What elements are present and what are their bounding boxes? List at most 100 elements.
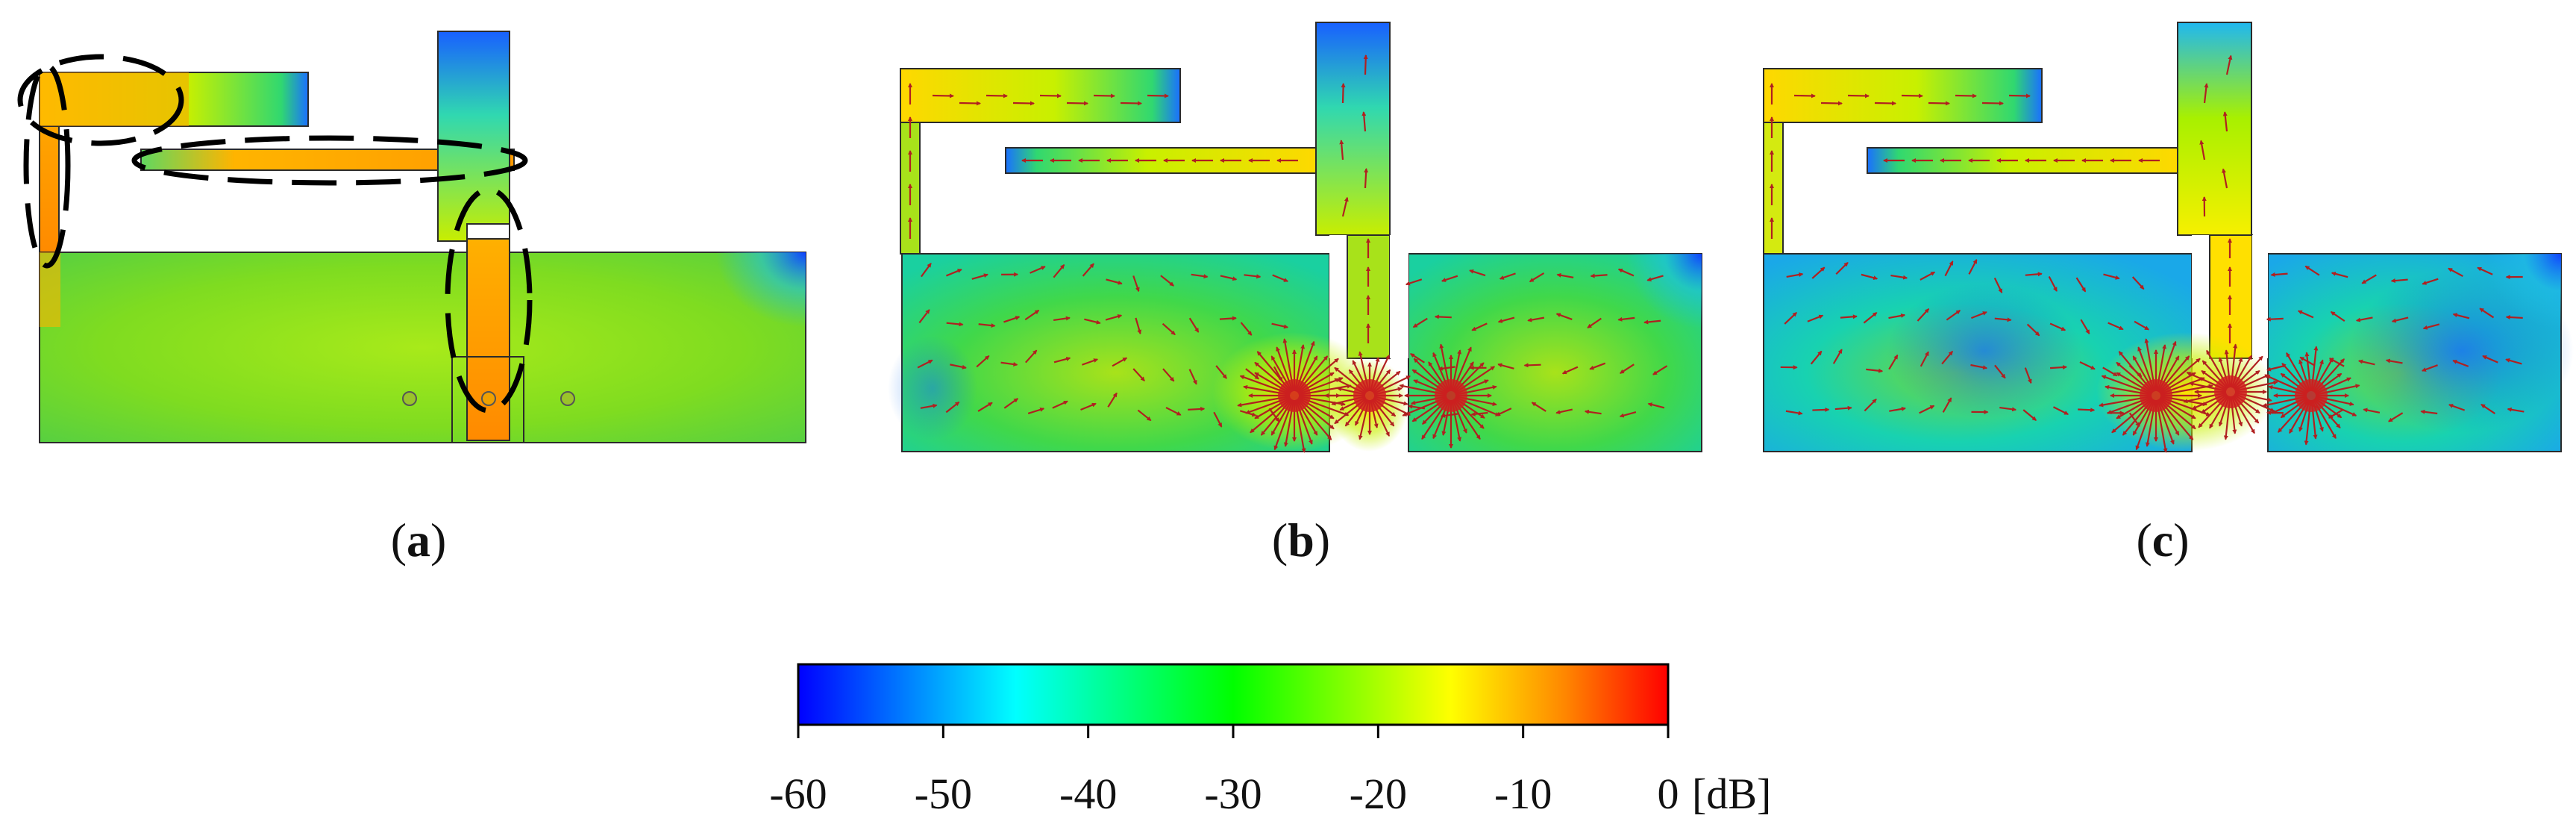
current-arrow (1188, 406, 1206, 411)
current-arrow (1807, 314, 1824, 322)
current-arrow (1361, 111, 1367, 132)
ground-corner-field (2486, 254, 2561, 328)
current-arrow (1523, 363, 1541, 368)
current-arrow (1863, 312, 1878, 324)
current-arrow (1364, 168, 1369, 189)
current-arrow (2331, 271, 2348, 278)
current-arrow (2222, 168, 2228, 189)
current-arrow (1646, 275, 1664, 282)
via (402, 391, 417, 406)
current-arrow (2134, 320, 2150, 331)
current-arrow (917, 359, 933, 369)
current-arrow (1132, 368, 1145, 381)
current-arrow (1890, 274, 1908, 280)
current-arrow (1412, 317, 1428, 328)
current-arrow (2052, 406, 2069, 416)
current-arrow (1584, 409, 1602, 415)
current-arrow (1003, 316, 1021, 323)
current-arrow (1165, 407, 1182, 416)
current-arrow (2507, 407, 2525, 413)
current-arrow (1053, 357, 1071, 364)
dashed-highlight-top (17, 54, 184, 146)
colorbar-tick-label: -10 (1494, 770, 1552, 818)
current-arrow (1363, 54, 1368, 75)
current-arrow (2080, 319, 2090, 334)
current-arrow (1188, 369, 1197, 385)
current-arrow (921, 263, 932, 278)
via (560, 391, 575, 406)
current-arrow (2048, 276, 2058, 292)
current-arrow (1941, 350, 1954, 365)
current-arrow (2452, 360, 2469, 367)
current-arrow (2421, 364, 2438, 372)
current-arrow (2355, 316, 2373, 322)
panel-label-a: (a) (391, 514, 447, 567)
current-arrow (1527, 316, 1545, 322)
current-arrow (1245, 368, 1259, 380)
current-arrow (1928, 101, 1950, 106)
current-arrow (2103, 273, 2120, 280)
current-arrow (2388, 412, 2404, 422)
ground-corner-field (716, 252, 806, 327)
current-arrow (2505, 315, 2523, 320)
current-arrow (1587, 317, 1602, 328)
current-arrow (1339, 140, 1344, 160)
current-arrow (1968, 258, 1978, 275)
current-arrow (1105, 314, 1123, 321)
current-arrow (1652, 365, 1668, 375)
current-arrow (1107, 392, 1118, 408)
current-arrow (1470, 411, 1488, 416)
ground-corner-field (1627, 254, 1702, 328)
current-arrow (1834, 405, 1852, 411)
current-arrow (1993, 277, 2003, 294)
via-current-source (2214, 375, 2247, 408)
current-arrow (2049, 322, 2066, 331)
current-arrow (2270, 272, 2288, 277)
current-arrow (2203, 83, 2209, 104)
current-arrow (2199, 140, 2206, 160)
current-arrow (2481, 403, 2495, 414)
current-arrow (2390, 278, 2408, 284)
current-arrow (1084, 318, 1101, 325)
current-arrow (1531, 402, 1546, 412)
colorbar-tick-label: -60 (769, 770, 827, 818)
current-arrow (2266, 365, 2284, 372)
current-arrow (1786, 272, 1804, 278)
current-arrow (976, 355, 990, 368)
current-arrow (1619, 411, 1637, 418)
colorbar-tick-label: -40 (1059, 770, 1117, 818)
feed-line (466, 238, 510, 441)
current-arrow (2297, 310, 2314, 319)
current-arrow (1024, 309, 1040, 321)
current-arrow (945, 401, 960, 414)
via-current-source (1435, 379, 1467, 412)
current-arrow (1000, 361, 1018, 367)
current-arrow (1917, 308, 1930, 322)
current-arrow (2385, 358, 2403, 364)
colorbar-tick-label: 0 (1658, 770, 1679, 818)
current-arrow (2022, 409, 2037, 421)
current-arrow (1120, 101, 1142, 106)
current-arrow (1112, 357, 1128, 367)
current-arrow (2505, 358, 2522, 365)
current-arrow (1942, 397, 1952, 413)
current-arrow (2102, 366, 2118, 377)
current-arrow (1920, 271, 1936, 281)
panel-label-b-letter: b (1288, 514, 1314, 567)
current-arrow (1082, 263, 1094, 277)
current-arrow (1529, 272, 1545, 283)
current-arrow (1027, 407, 1045, 414)
colorbar-tick-label: -30 (1204, 770, 1262, 818)
current-arrow (1271, 322, 1289, 329)
dashed-highlight-left (23, 63, 71, 269)
current-arrow (1874, 101, 1896, 106)
current-arrow (1832, 349, 1843, 364)
current-arrow (2078, 408, 2096, 413)
current-arrow (1025, 349, 1038, 364)
feed-slot-right (1390, 235, 1408, 358)
via-current-source (2295, 379, 2328, 412)
current-arrow (2050, 365, 2068, 370)
panel-a: (a) (17, 31, 806, 567)
current-arrow (1784, 311, 1797, 325)
